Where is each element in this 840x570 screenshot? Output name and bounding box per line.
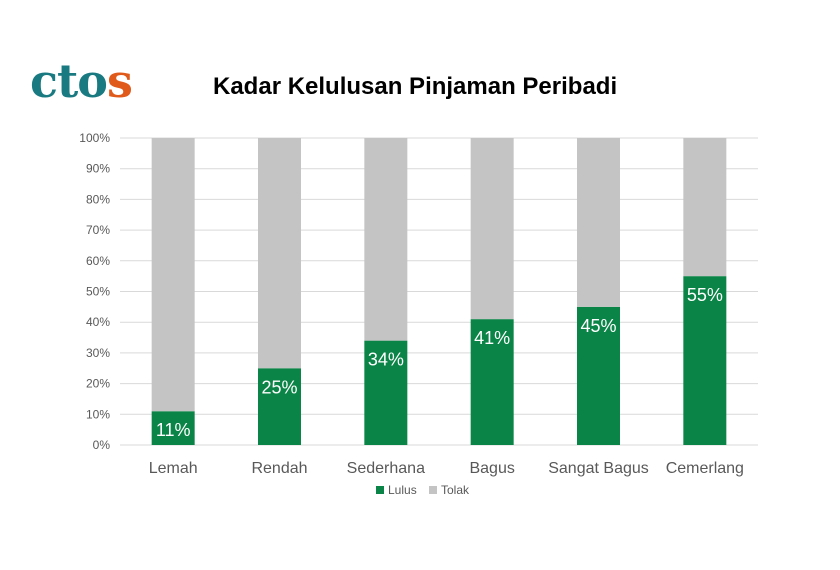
x-tick-label: Cemerlang [666, 460, 744, 477]
bar-lulus [151, 411, 195, 445]
data-label: 41% [474, 328, 510, 348]
legend-label-lulus: Lulus [388, 483, 417, 497]
bars [151, 138, 727, 445]
x-tick-label: Lemah [149, 460, 198, 477]
data-label: 34% [368, 350, 404, 370]
legend-swatch-tolak [429, 486, 437, 494]
logo-letter: o [77, 54, 108, 108]
x-axis-category-labels: Lemah Rendah Sederhana Bagus Sangat Bagus Cem… [149, 460, 744, 477]
data-labels: 11% 25% 34% 41% 45% 55% [156, 285, 723, 440]
bar-tolak [470, 138, 514, 320]
y-tick-label: 90% [86, 162, 110, 176]
y-tick-label: 80% [86, 192, 110, 206]
y-tick-label: 100% [79, 131, 110, 145]
data-label: 45% [580, 316, 616, 336]
x-tick-label: Rendah [251, 460, 307, 477]
logo-letter: c [30, 54, 58, 108]
x-tick-label: Sederhana [347, 460, 425, 477]
data-label: 55% [687, 285, 723, 305]
bar-lulus [470, 319, 514, 445]
logo-letter: s [106, 54, 133, 108]
bar-lulus [683, 276, 727, 445]
bar-lulus [577, 306, 620, 445]
x-tick-label: Bagus [469, 460, 514, 477]
y-tick-label: 30% [86, 346, 110, 360]
y-tick-label: 20% [86, 377, 110, 391]
y-axis-tick-labels: 0% 10% 20% 30% 40% 50% 60% 70% 80% 90% 100% [79, 131, 110, 452]
y-tick-label: 0% [93, 438, 111, 452]
y-tick-label: 10% [86, 407, 110, 421]
y-tick-label: 60% [86, 254, 110, 268]
bar-tolak [258, 138, 301, 369]
data-label: 11% [156, 420, 191, 440]
chart-title: Kadar Kelulusan Pinjaman Peribadi [213, 73, 618, 100]
y-tick-label: 40% [86, 315, 110, 329]
bar-lulus [258, 368, 301, 445]
bar-tolak [577, 138, 620, 307]
bar-tolak [364, 138, 408, 341]
gridlines [120, 137, 758, 446]
data-label: 25% [261, 377, 297, 397]
y-tick-label: 70% [86, 223, 110, 237]
bar-tolak [151, 138, 195, 412]
y-tick-label: 50% [86, 285, 110, 299]
bar-tolak [683, 138, 727, 277]
legend-label-tolak: Tolak [441, 483, 470, 497]
legend-swatch-lulus [376, 486, 384, 494]
x-tick-label: Sangat Bagus [548, 460, 649, 477]
legend: Lulus Tolak [376, 483, 470, 497]
logo-letter: t [57, 54, 78, 108]
bar-lulus [364, 340, 408, 445]
ctos-logo: ctos [30, 58, 133, 104]
